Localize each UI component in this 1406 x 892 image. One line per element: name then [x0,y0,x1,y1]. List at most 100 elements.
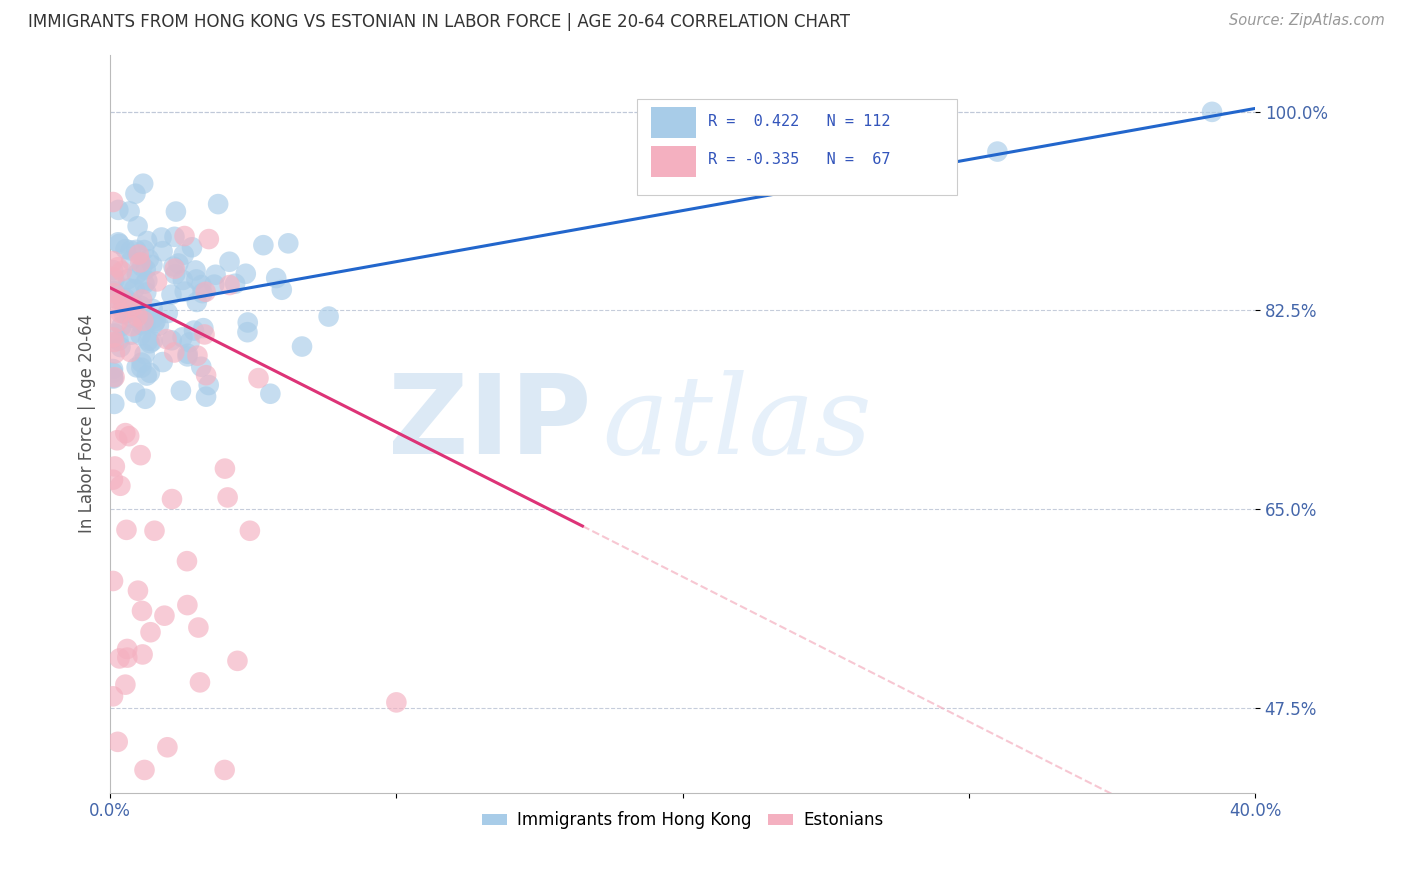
Point [134,277,156,291]
Point [129,448,152,462]
Point [277,236,299,251]
Point [105,298,128,312]
Point [143,316,166,330]
Point [176,598,198,612]
Point [134,392,156,406]
Point [103,370,125,384]
Point [1201,104,1223,119]
Point [139,336,162,351]
Point [114,426,136,441]
Point [136,334,159,348]
Point [127,583,149,598]
Point [264,271,287,285]
Point [124,186,146,201]
Point [193,321,215,335]
Point [146,275,169,289]
Point [131,260,153,274]
Point [129,299,152,313]
Point [127,219,149,234]
Point [139,625,162,640]
Point [318,310,340,324]
Point [186,349,208,363]
Text: R = -0.335   N =  67: R = -0.335 N = 67 [707,153,890,168]
Point [105,434,128,448]
Point [176,347,198,361]
Point [143,524,166,538]
Bar [637,99,957,195]
Point [101,366,124,380]
Point [236,316,259,330]
Point [173,248,195,262]
Point [124,385,146,400]
Point [114,678,136,692]
Point [385,695,408,709]
Point [155,332,177,346]
Point [101,690,124,704]
Point [160,334,183,348]
Point [156,306,179,320]
Point [101,370,124,384]
Point [103,334,125,349]
Point [114,291,136,305]
Point [131,355,153,369]
Point [101,473,124,487]
Point [114,242,136,256]
Point [172,273,194,287]
Point [194,285,217,299]
Point [136,274,159,288]
Point [118,305,141,319]
Point [195,390,218,404]
Point [107,334,129,348]
Point [103,397,125,411]
Point [218,254,240,268]
Point [239,524,262,538]
Point [165,267,187,281]
Point [110,306,132,320]
Point [135,368,157,383]
Point [226,654,249,668]
Point [145,314,167,328]
Point [195,368,218,383]
Point [142,301,165,316]
Point [104,459,127,474]
Point [134,243,156,257]
Point [107,235,129,250]
Point [129,306,152,320]
Point [103,371,125,385]
Point [204,268,226,282]
Point [131,318,153,333]
Point [163,261,186,276]
Point [128,247,150,261]
Point [101,263,124,277]
Point [108,651,131,665]
Text: Source: ZipAtlas.com: Source: ZipAtlas.com [1229,13,1385,29]
Point [115,642,138,657]
Point [187,621,209,635]
Point [104,346,127,360]
Point [191,286,214,301]
Point [148,318,170,333]
Point [125,243,148,257]
Point [162,260,184,274]
Point [101,574,124,588]
Point [118,281,141,295]
Point [101,330,124,344]
Point [176,554,198,568]
Point [107,260,129,275]
Point [156,740,179,755]
Point [112,307,135,321]
Point [141,334,163,348]
Point [184,263,207,277]
Point [112,296,135,310]
Point [107,315,129,329]
Point [125,267,148,281]
Point [134,347,156,361]
Point [132,177,155,191]
Text: R =  0.422   N = 112: R = 0.422 N = 112 [707,114,890,129]
Point [135,262,157,277]
Point [202,277,225,292]
Point [120,253,142,268]
Point [134,763,156,777]
Point [176,350,198,364]
Point [131,360,153,375]
